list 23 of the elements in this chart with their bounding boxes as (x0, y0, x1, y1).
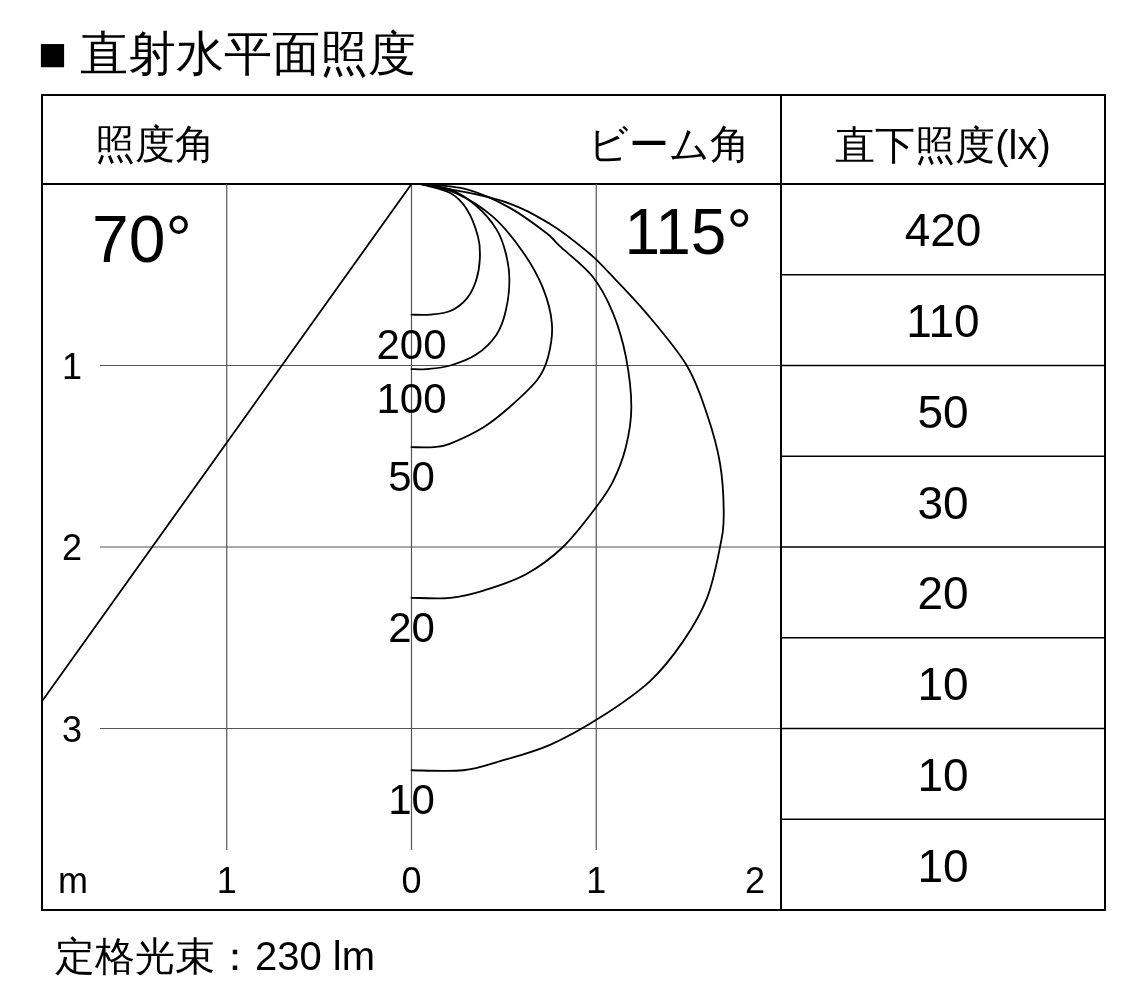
table-value: 110 (906, 295, 980, 348)
x-tick: 1 (586, 860, 607, 901)
annotation: 定格光束：230 lm (55, 934, 376, 978)
annotation: 70° (92, 202, 192, 276)
y-tick: 3 (62, 708, 82, 750)
table-value: 20 (917, 567, 969, 620)
table-value: 420 (904, 204, 982, 257)
title: ■ 直射水平面照度 (38, 27, 417, 80)
table-title: 直下照度(lx) (835, 123, 1051, 167)
table-value: 30 (917, 476, 969, 529)
table-value: 50 (917, 385, 969, 438)
x-label: m (58, 860, 88, 901)
annotation: ビーム角 (588, 122, 750, 166)
x-tick: 1 (216, 860, 237, 901)
y-tick: 2 (62, 527, 82, 568)
table-value: 10 (917, 658, 969, 711)
table-value: 10 (917, 748, 969, 801)
annotation: 115° (624, 196, 752, 268)
x-tick: 2 (744, 860, 765, 901)
table-value: 10 (917, 839, 969, 892)
annotation: 照度角 (95, 122, 215, 166)
y-tick: 1 (62, 345, 82, 387)
x-tick: 0 (401, 860, 422, 901)
